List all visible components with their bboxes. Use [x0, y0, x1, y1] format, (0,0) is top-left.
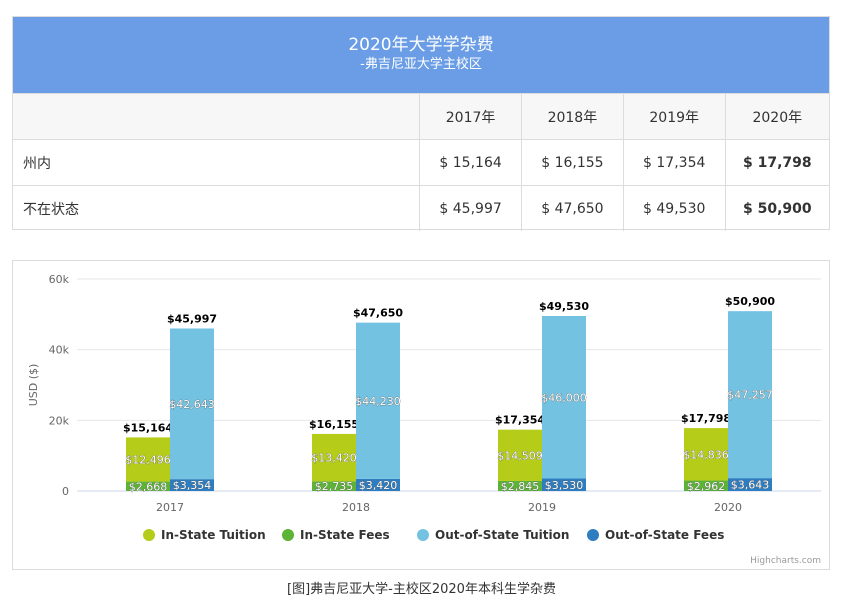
data-label: $3,354 — [173, 479, 212, 492]
bar-segment — [728, 311, 772, 479]
fees-table: 2017年 2018年 2019年 2020年 州内 $ 15,164 $ 16… — [13, 93, 829, 231]
legend-marker — [143, 529, 155, 541]
corner-cell — [13, 93, 420, 140]
table-cell: $ 50,900 — [724, 185, 829, 231]
y-axis-label: USD ($) — [27, 364, 40, 407]
total-label: $45,997 — [167, 312, 217, 325]
bar-segment — [126, 481, 170, 491]
bar-segment — [356, 478, 400, 491]
table-cell: $ 15,164 — [419, 139, 522, 186]
bar-segment — [356, 322, 400, 479]
bar-segment — [684, 480, 728, 491]
data-label: $3,643 — [731, 479, 770, 492]
x-tick-label: 2018 — [342, 501, 370, 514]
table-title: 2020年大学学杂费 — [348, 35, 494, 55]
total-label: $47,650 — [353, 307, 403, 320]
data-label: $3,420 — [359, 479, 398, 492]
total-label: $49,530 — [539, 300, 589, 313]
y-tick-label: 0 — [62, 485, 69, 498]
bar-segment — [542, 315, 586, 479]
table-header-row: 2017年 2018年 2019年 2020年 — [13, 93, 829, 140]
bar-segment — [684, 428, 728, 481]
legend-label: Out-of-State Tuition — [435, 528, 569, 542]
y-tick-label: 60k — [49, 273, 70, 286]
legend-marker — [282, 529, 294, 541]
chart-caption: [图]弗吉尼亚大学-主校区2020年本科生学杂费 — [287, 582, 556, 597]
bar-segment — [498, 480, 542, 491]
table-cell: $ 47,650 — [521, 185, 624, 231]
data-label: $2,668 — [129, 480, 168, 493]
data-label: $3,530 — [545, 479, 584, 492]
data-label: $2,735 — [315, 480, 354, 493]
table-cell: $ 16,155 — [521, 139, 624, 186]
x-tick-label: 2017 — [156, 501, 184, 514]
legend-label: In-State Tuition — [161, 528, 266, 542]
row-label: 不在状态 — [13, 185, 420, 231]
y-tick-label: 40k — [49, 344, 70, 357]
bar-segment — [126, 437, 170, 482]
year-header: 2019年 — [622, 93, 726, 140]
bar-segment — [728, 478, 772, 491]
total-label: $16,155 — [309, 418, 359, 431]
legend-marker — [587, 529, 599, 541]
data-label: $42,643 — [169, 398, 215, 411]
data-label: $14,509 — [497, 449, 543, 462]
credits-label: Highcharts.com — [750, 556, 821, 566]
data-label: $12,496 — [125, 453, 171, 466]
table-cell: $ 49,530 — [622, 185, 726, 231]
table-cell: $ 45,997 — [419, 185, 522, 231]
table-row: 州内 $ 15,164 $ 16,155 $ 17,354 $ 17,798 — [13, 139, 829, 186]
legend-label: Out-of-State Fees — [605, 528, 724, 542]
data-label: $44,230 — [355, 395, 401, 408]
year-header: 2020年 — [724, 93, 829, 140]
year-header: 2017年 — [419, 93, 522, 140]
table-subtitle: -弗吉尼亚大学主校区 — [360, 57, 482, 72]
bar-segment — [542, 478, 586, 491]
x-tick-label: 2020 — [714, 501, 742, 514]
row-label: 州内 — [13, 139, 420, 186]
data-label: $47,257 — [727, 389, 773, 402]
data-label: $2,845 — [501, 480, 540, 493]
x-tick-label: 2019 — [528, 501, 556, 514]
bar-segment — [498, 429, 542, 481]
bar-segment — [312, 481, 356, 491]
table-header: 2020年大学学杂费 -弗吉尼亚大学主校区 — [13, 17, 829, 93]
stacked-bar-chart: 0 20k 40k 60k USD ($) 2017 $2,668 $12,496 $15,16… — [27, 273, 821, 566]
table-cell: $ 17,354 — [622, 139, 726, 186]
data-label: $14,836 — [683, 448, 729, 461]
bar-segment — [170, 479, 214, 491]
total-label: $17,798 — [681, 412, 731, 425]
total-label: $50,900 — [725, 295, 775, 308]
total-label: $17,354 — [495, 414, 545, 427]
data-label: $13,420 — [311, 452, 357, 465]
total-label: $15,164 — [123, 421, 173, 434]
bar-segment — [312, 433, 356, 482]
legend-label: In-State Fees — [300, 528, 390, 542]
table-row: 不在状态 $ 45,997 $ 47,650 $ 49,530 $ 50,900 — [13, 185, 829, 231]
legend-marker — [417, 529, 429, 541]
tuition-table: 2020年大学学杂费 -弗吉尼亚大学主校区 2017年 2018年 2019年 … — [12, 16, 830, 231]
chart-container: 0 20k 40k 60k USD ($) 2017 $2,668 $12,496 $15,16… — [12, 260, 830, 570]
data-label: $2,962 — [687, 480, 726, 493]
y-tick-label: 20k — [49, 414, 70, 427]
year-header: 2018年 — [521, 93, 624, 140]
data-label: $46,000 — [541, 391, 587, 404]
bar-segment — [170, 328, 214, 480]
table-cell: $ 17,798 — [724, 139, 829, 186]
